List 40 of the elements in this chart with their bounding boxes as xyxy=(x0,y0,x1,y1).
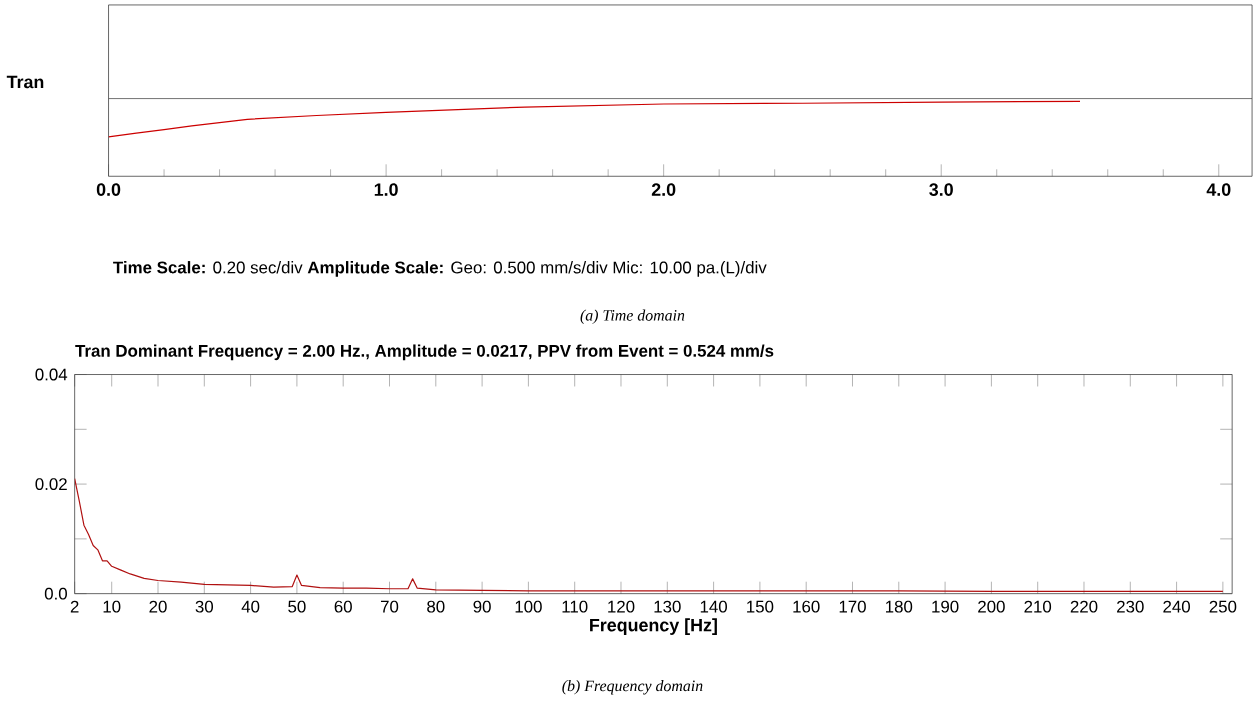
x-tick-label: 60 xyxy=(334,600,352,613)
x-tick-label: 220 xyxy=(1070,600,1098,613)
x-tick-label: 210 xyxy=(1024,600,1052,613)
x-tick-label: 2.0 xyxy=(651,183,676,196)
x-tick-label: 30 xyxy=(195,600,214,613)
x-tick-label: 140 xyxy=(700,600,727,613)
text: (a) Time domain xyxy=(580,309,685,324)
y-tick-label: 0.0 xyxy=(44,587,67,600)
y-axis-title: Tran xyxy=(6,75,44,89)
text: Time Scale: 0.20 sec/div Amplitude Scale: Geo: 0.500 mm/s/div Mic: 10.00 pa.(L)/div xyxy=(113,260,767,277)
x-tick-label: 110 xyxy=(562,600,588,613)
x-tick-label: 130 xyxy=(654,600,681,613)
x-tick-label: 50 xyxy=(288,600,306,613)
x-tick-label: 180 xyxy=(886,600,913,613)
text: (b) Frequency domain xyxy=(562,679,703,695)
x-tick-label: 250 xyxy=(1209,600,1237,613)
x-tick-label: 170 xyxy=(839,600,866,613)
x-tick-label: 240 xyxy=(1163,600,1190,613)
x-tick-label: 20 xyxy=(149,600,167,613)
x-tick-label: 120 xyxy=(608,600,635,613)
x-tick-label: 100 xyxy=(515,600,542,613)
x-tick-label: 190 xyxy=(932,600,959,613)
x-tick-label: 230 xyxy=(1117,600,1144,613)
chart-title: Tran Dominant Frequency = 2.00 Hz., Amplitude = 0.0217, PPV from Event = 0.524 mm/s xyxy=(75,344,774,361)
x-tick-label: 1.0 xyxy=(374,183,398,196)
x-tick-label: 80 xyxy=(427,600,445,613)
x-tick-label: 150 xyxy=(747,600,774,613)
x-tick-label: 0.0 xyxy=(96,183,121,196)
x-axis-title: Frequency [Hz] xyxy=(590,618,717,635)
x-tick-label: 2 xyxy=(70,600,79,613)
x-tick-label: 160 xyxy=(793,600,820,613)
x-tick-label: 200 xyxy=(978,600,1005,613)
x-tick-label: 4.0 xyxy=(1206,183,1231,196)
x-tick-label: 3.0 xyxy=(929,183,953,196)
y-tick-label: 0.04 xyxy=(35,368,68,381)
x-tick-label: 70 xyxy=(380,600,399,613)
x-tick-label: 10 xyxy=(103,600,121,613)
x-tick-label: 40 xyxy=(241,600,260,613)
y-tick-label: 0.02 xyxy=(35,478,67,490)
x-tick-label: 90 xyxy=(473,600,491,613)
